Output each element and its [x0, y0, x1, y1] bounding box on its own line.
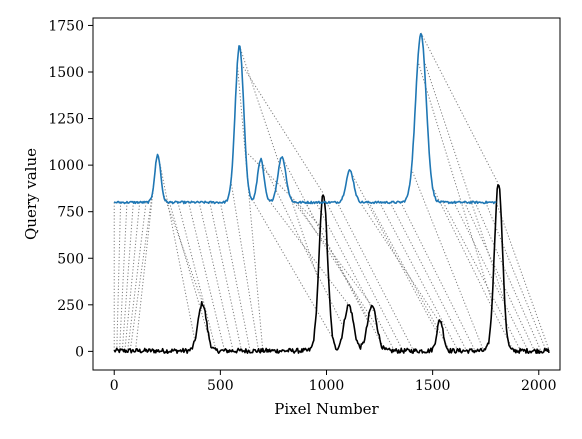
alignment-link — [251, 199, 334, 339]
x-tick-label: 1000 — [309, 378, 345, 394]
y-tick-label: 1250 — [48, 112, 84, 128]
alignment-link — [417, 60, 493, 303]
alignment-link — [162, 192, 204, 305]
y-tick-label: 1500 — [48, 65, 84, 81]
alignment-link — [368, 202, 451, 351]
alignment-link — [116, 202, 122, 351]
alignment-link — [442, 202, 522, 352]
x-axis: 0 500 1000 1500 2000 — [110, 370, 557, 394]
query-series-line — [113, 33, 497, 205]
alignment-link — [198, 202, 234, 351]
alignment-link — [124, 202, 141, 351]
alignment-link — [315, 202, 395, 352]
alignment-link — [400, 202, 476, 352]
alignment-link — [495, 202, 550, 351]
alignment-link — [474, 202, 542, 352]
alignment-link — [158, 157, 196, 341]
alignment-link — [326, 202, 404, 352]
alignment-link — [121, 202, 134, 351]
alignment-link — [336, 202, 414, 352]
x-tick-label: 2000 — [521, 378, 557, 394]
alignment-link — [129, 192, 153, 351]
alignment-link — [410, 168, 485, 351]
y-axis: 0 250 500 750 1000 1250 1500 1750 — [48, 18, 93, 360]
y-tick-label: 500 — [57, 251, 84, 267]
alignment-link — [260, 158, 344, 328]
alignment-link — [453, 202, 529, 352]
alignment-link — [168, 202, 211, 341]
y-axis-label: Query value — [22, 148, 40, 240]
alignment-link — [268, 200, 351, 307]
alignment-link — [290, 197, 374, 308]
alignment-link — [238, 45, 319, 279]
x-tick-label: 1500 — [415, 378, 451, 394]
y-tick-label: 0 — [75, 344, 84, 360]
alignment-link — [219, 202, 251, 351]
alignment-link — [296, 202, 378, 328]
x-tick-label: 500 — [207, 378, 234, 394]
series-layer — [113, 33, 550, 354]
y-tick-label: 1750 — [48, 18, 84, 34]
alignment-link — [420, 32, 499, 184]
alignment-link — [209, 202, 243, 351]
alignment-link — [119, 202, 128, 351]
alignment-link — [379, 202, 459, 352]
alignment-link — [304, 202, 386, 350]
alignment-link — [389, 202, 468, 352]
alignment-link — [281, 156, 369, 322]
alignment-link — [349, 170, 438, 333]
reference-series-line — [113, 184, 550, 354]
x-tick-label: 0 — [110, 378, 119, 394]
y-tick-label: 750 — [57, 205, 84, 221]
y-tick-label: 250 — [57, 298, 84, 314]
y-tick-label: 1000 — [48, 158, 84, 174]
alignment-link — [423, 60, 506, 303]
x-axis-label: Pixel Number — [274, 400, 379, 418]
alignment-link — [236, 64, 264, 351]
alignment-links — [113, 32, 550, 352]
alignment-link — [464, 202, 535, 352]
